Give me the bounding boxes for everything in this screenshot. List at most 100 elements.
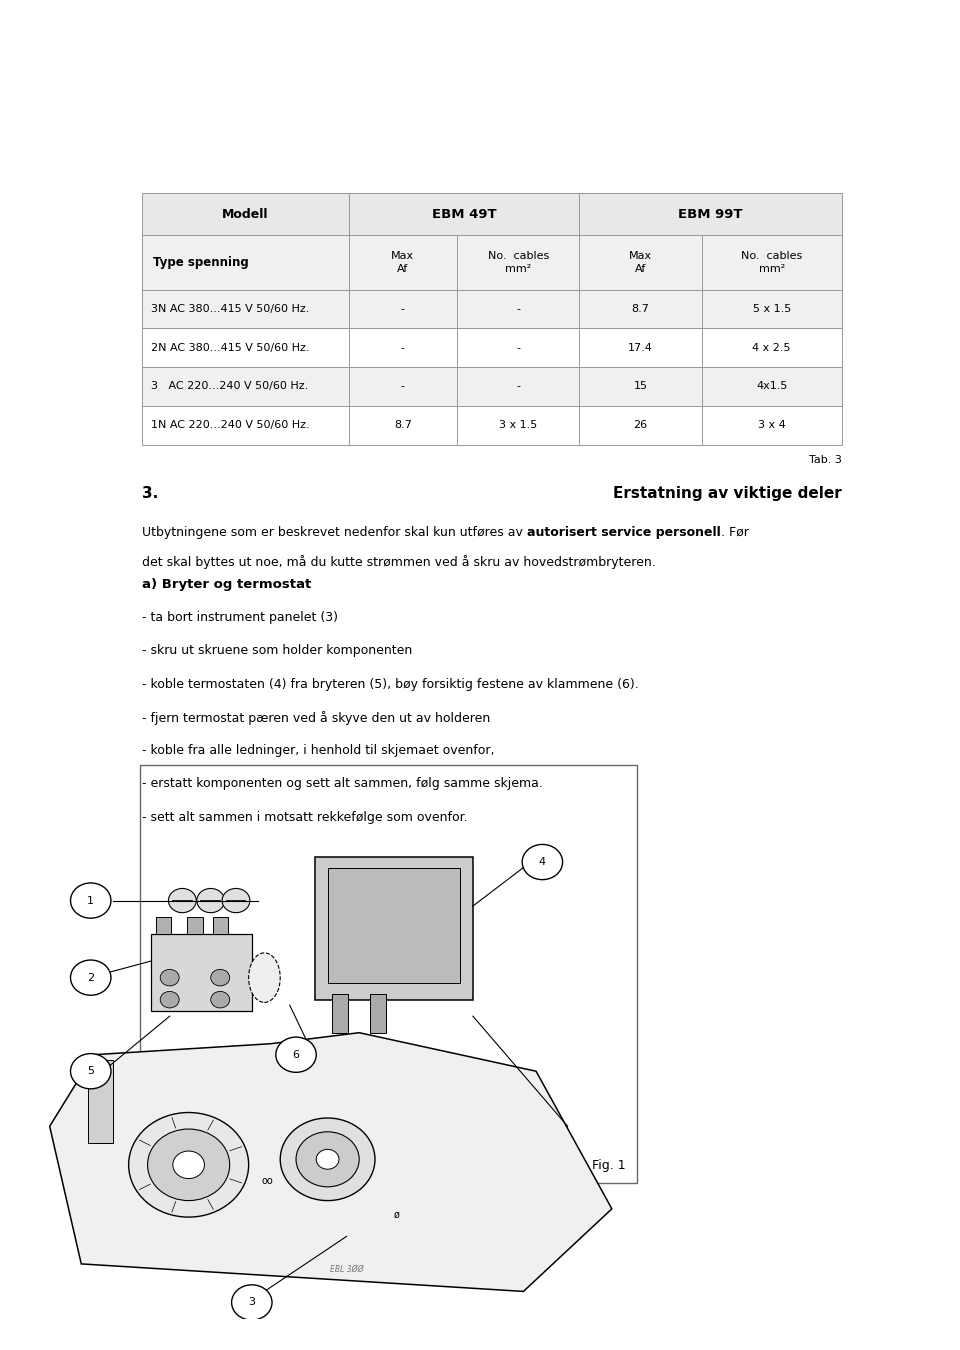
Ellipse shape [249, 953, 280, 1003]
Text: - koble termostaten (4) fra bryteren (5), bøy forsiktig festene av klammene (6).: - koble termostaten (4) fra bryteren (5)… [142, 678, 639, 691]
Bar [140, 765, 637, 1183]
Text: autorisert service personell: autorisert service personell [527, 525, 721, 539]
Text: 8.7: 8.7 [394, 420, 412, 431]
Bar [348, 235, 457, 289]
Text: 3.: 3. [142, 486, 158, 501]
Text: 3 x 1.5: 3 x 1.5 [499, 420, 538, 431]
Bar [142, 328, 348, 367]
Text: -: - [516, 382, 520, 391]
Circle shape [316, 1149, 339, 1169]
Circle shape [168, 888, 196, 913]
Bar [142, 235, 348, 289]
Text: 1N AC 220...240 V 50/60 Hz.: 1N AC 220...240 V 50/60 Hz. [152, 420, 310, 431]
Bar [142, 289, 348, 328]
Text: 3 x 4: 3 x 4 [757, 420, 785, 431]
Bar [348, 193, 580, 235]
Bar [457, 367, 580, 406]
Bar [348, 289, 457, 328]
Text: ø: ø [395, 1210, 400, 1219]
Bar [457, 406, 580, 444]
Text: 2N AC 380...415 V 50/60 Hz.: 2N AC 380...415 V 50/60 Hz. [152, 343, 310, 352]
Circle shape [211, 991, 229, 1008]
Text: -: - [401, 304, 405, 315]
Bar [332, 994, 348, 1033]
Text: EBM 49T: EBM 49T [432, 208, 496, 221]
Text: -: - [401, 382, 405, 391]
Circle shape [296, 1131, 359, 1187]
Circle shape [222, 888, 250, 913]
Text: Tab. 3: Tab. 3 [809, 455, 842, 466]
Bar [702, 328, 842, 367]
Bar [580, 235, 702, 289]
Text: 8.7: 8.7 [632, 304, 650, 315]
Bar [151, 934, 252, 1011]
Text: 4: 4 [539, 857, 546, 867]
Bar [142, 193, 348, 235]
Text: No.  cables
mm²: No. cables mm² [741, 251, 803, 274]
Text: det skal byttes ut noe, må du kutte strømmen ved å skru av hovedstrømbryteren.: det skal byttes ut noe, må du kutte strø… [142, 555, 656, 568]
Text: a) Bryter og termostat: a) Bryter og termostat [142, 578, 312, 591]
Text: oo: oo [262, 1176, 274, 1187]
Text: 5: 5 [87, 1066, 94, 1076]
Text: - ta bort instrument panelet (3): - ta bort instrument panelet (3) [142, 612, 338, 624]
Circle shape [231, 1285, 272, 1320]
Text: - fjern termostat pæren ved å skyve den ut av holderen: - fjern termostat pæren ved å skyve den … [142, 711, 491, 725]
Text: 6: 6 [293, 1050, 300, 1060]
Text: 26: 26 [634, 420, 648, 431]
Bar [327, 868, 460, 983]
Bar [156, 917, 171, 934]
Circle shape [211, 969, 229, 986]
Bar [702, 406, 842, 444]
Bar [457, 235, 580, 289]
Bar [580, 193, 842, 235]
Circle shape [197, 888, 225, 913]
Text: Modell: Modell [222, 208, 269, 221]
Bar [142, 367, 348, 406]
Text: 1: 1 [87, 895, 94, 906]
Bar [370, 994, 386, 1033]
Text: - sett alt sammen i motsatt rekkefølge som ovenfor.: - sett alt sammen i motsatt rekkefølge s… [142, 810, 468, 824]
Bar [348, 328, 457, 367]
Polygon shape [50, 1033, 612, 1292]
Circle shape [70, 960, 111, 995]
Text: Max
Af: Max Af [629, 251, 652, 274]
Text: Type spenning: Type spenning [154, 256, 250, 269]
Text: EBM 99T: EBM 99T [679, 208, 743, 221]
Bar [580, 289, 702, 328]
Circle shape [70, 1053, 111, 1089]
Bar [702, 235, 842, 289]
Bar [702, 367, 842, 406]
Circle shape [522, 844, 563, 880]
Bar [457, 289, 580, 328]
Text: 15: 15 [634, 382, 648, 391]
Circle shape [173, 1152, 204, 1179]
Bar [702, 289, 842, 328]
Bar [580, 406, 702, 444]
Bar [187, 917, 203, 934]
Circle shape [70, 883, 111, 918]
Text: Fig. 1: Fig. 1 [592, 1160, 626, 1172]
Text: - erstatt komponenten og sett alt sammen, følg samme skjema.: - erstatt komponenten og sett alt sammen… [142, 778, 543, 790]
Text: - koble fra alle ledninger, i henhold til skjemaet ovenfor,: - koble fra alle ledninger, i henhold ti… [142, 744, 494, 757]
Bar [457, 328, 580, 367]
Bar [580, 367, 702, 406]
Text: Max
Af: Max Af [392, 251, 415, 274]
Circle shape [276, 1037, 316, 1072]
Text: 3   AC 220...240 V 50/60 Hz.: 3 AC 220...240 V 50/60 Hz. [152, 382, 308, 391]
Text: No.  cables
mm²: No. cables mm² [488, 251, 549, 274]
Circle shape [129, 1112, 249, 1218]
Text: -: - [516, 304, 520, 315]
Circle shape [160, 991, 180, 1008]
Bar [348, 367, 457, 406]
Text: 4 x 2.5: 4 x 2.5 [753, 343, 791, 352]
Text: 4x1.5: 4x1.5 [756, 382, 787, 391]
Circle shape [148, 1129, 229, 1200]
Text: Utbytningene som er beskrevet nedenfor skal kun utføres av: Utbytningene som er beskrevet nedenfor s… [142, 525, 527, 539]
Circle shape [280, 1118, 375, 1200]
Bar [315, 856, 473, 999]
Text: -: - [401, 343, 405, 352]
Bar [213, 917, 228, 934]
Circle shape [160, 969, 180, 986]
Bar [348, 406, 457, 444]
Text: 17.4: 17.4 [628, 343, 653, 352]
